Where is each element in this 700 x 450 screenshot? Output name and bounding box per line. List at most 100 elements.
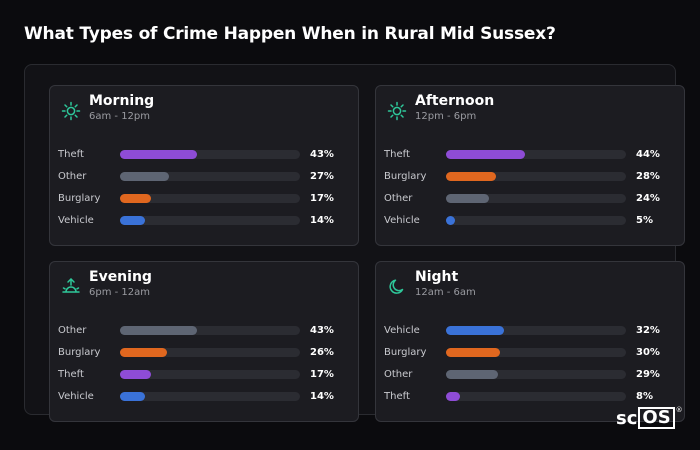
bar-value-label: 5% <box>636 215 653 226</box>
bar-category-label: Vehicle <box>58 215 94 226</box>
bar-value-label: 26% <box>310 347 334 358</box>
panel-title: Afternoon <box>415 93 495 109</box>
bar-category-label: Theft <box>384 149 410 160</box>
bar-track <box>120 392 300 401</box>
bar-track <box>446 370 626 379</box>
bar-value-label: 32% <box>636 325 660 336</box>
bar-row: Theft 43% <box>50 148 360 162</box>
panel-time-range: 6am - 12pm <box>89 111 151 122</box>
bar-row: Vehicle 5% <box>376 214 686 228</box>
bar <box>446 370 499 379</box>
panel-time-range: 12am - 6am <box>415 287 476 298</box>
bar-track <box>120 216 300 225</box>
bar-track <box>120 326 300 335</box>
bar-value-label: 30% <box>636 347 660 358</box>
bar-row: Vehicle 14% <box>50 214 360 228</box>
sun-icon <box>61 101 81 121</box>
bar-value-label: 17% <box>310 369 334 380</box>
bar-category-label: Vehicle <box>58 391 94 402</box>
bar-row: Vehicle 32% <box>376 324 686 338</box>
bar-row: Vehicle 14% <box>50 390 360 404</box>
bar-row: Burglary 26% <box>50 346 360 360</box>
bar-track <box>446 348 626 357</box>
scos-logo: sc OS ® <box>616 406 683 430</box>
bar <box>120 326 198 335</box>
bar-track <box>120 348 300 357</box>
bar <box>120 194 151 203</box>
bar-category-label: Vehicle <box>384 215 420 226</box>
bar <box>446 392 461 401</box>
bar-category-label: Theft <box>384 391 410 402</box>
bar-track <box>120 150 300 159</box>
bar <box>120 392 146 401</box>
bar <box>120 370 151 379</box>
logo-text-box: OS <box>638 407 675 429</box>
bar-track <box>120 370 300 379</box>
bar-row: Burglary 17% <box>50 192 360 206</box>
bar-row: Burglary 28% <box>376 170 686 184</box>
bar <box>120 150 198 159</box>
bar <box>120 216 146 225</box>
bar-row: Other 29% <box>376 368 686 382</box>
bar-value-label: 28% <box>636 171 660 182</box>
bar <box>446 150 526 159</box>
bar-value-label: 27% <box>310 171 334 182</box>
bar-row: Theft 44% <box>376 148 686 162</box>
bar-category-label: Theft <box>58 149 84 160</box>
sun-icon <box>387 101 407 121</box>
bar <box>446 216 455 225</box>
chart-title: What Types of Crime Happen When in Rural… <box>24 24 556 44</box>
panel-time-range: 12pm - 6pm <box>415 111 477 122</box>
bar <box>120 348 167 357</box>
bar <box>120 172 169 181</box>
bar-value-label: 14% <box>310 391 334 402</box>
moon-icon <box>387 277 407 297</box>
bar-track <box>446 172 626 181</box>
sunset-icon <box>61 277 81 297</box>
bar-value-label: 8% <box>636 391 653 402</box>
bar-row: Burglary 30% <box>376 346 686 360</box>
bar-track <box>446 326 626 335</box>
bar-value-label: 24% <box>636 193 660 204</box>
panel-evening: Evening 6pm - 12am Other 43% Burglary 26% Thef… <box>49 261 359 422</box>
bar-row: Other 24% <box>376 192 686 206</box>
bar-value-label: 29% <box>636 369 660 380</box>
panel-time-range: 6pm - 12am <box>89 287 151 298</box>
panel-night: Night 12am - 6am Vehicle 32% Burglary 30% Othe… <box>375 261 685 422</box>
bar-track <box>120 194 300 203</box>
panel-title: Night <box>415 269 459 285</box>
bar-row: Theft 17% <box>50 368 360 382</box>
bar-value-label: 44% <box>636 149 660 160</box>
bar-value-label: 43% <box>310 325 334 336</box>
panel-morning: Morning 6am - 12pm Theft 43% Other 27% Burglar… <box>49 85 359 246</box>
bar-category-label: Theft <box>58 369 84 380</box>
bar-track <box>446 392 626 401</box>
bar-row: Other 27% <box>50 170 360 184</box>
logo-registered-mark: ® <box>675 406 683 414</box>
panel-title: Evening <box>89 269 152 285</box>
bar-value-label: 43% <box>310 149 334 160</box>
bar-category-label: Other <box>58 325 87 336</box>
bar <box>446 172 497 181</box>
bar-row: Theft 8% <box>376 390 686 404</box>
bar-category-label: Other <box>384 369 413 380</box>
bar-category-label: Other <box>58 171 87 182</box>
bar-category-label: Burglary <box>384 171 427 182</box>
bar-category-label: Burglary <box>58 193 101 204</box>
bar-row: Other 43% <box>50 324 360 338</box>
bar-value-label: 14% <box>310 215 334 226</box>
bar-track <box>446 194 626 203</box>
bar-category-label: Other <box>384 193 413 204</box>
bar-category-label: Burglary <box>58 347 101 358</box>
panel-title: Morning <box>89 93 155 109</box>
bar <box>446 194 490 203</box>
logo-text-left: sc <box>616 407 638 429</box>
bar-track <box>120 172 300 181</box>
bar <box>446 326 504 335</box>
bar-category-label: Vehicle <box>384 325 420 336</box>
bar-track <box>446 216 626 225</box>
bar-value-label: 17% <box>310 193 334 204</box>
panel-afternoon: Afternoon 12pm - 6pm Theft 44% Burglary 28% Ot… <box>375 85 685 246</box>
bar-category-label: Burglary <box>384 347 427 358</box>
bar-track <box>446 150 626 159</box>
